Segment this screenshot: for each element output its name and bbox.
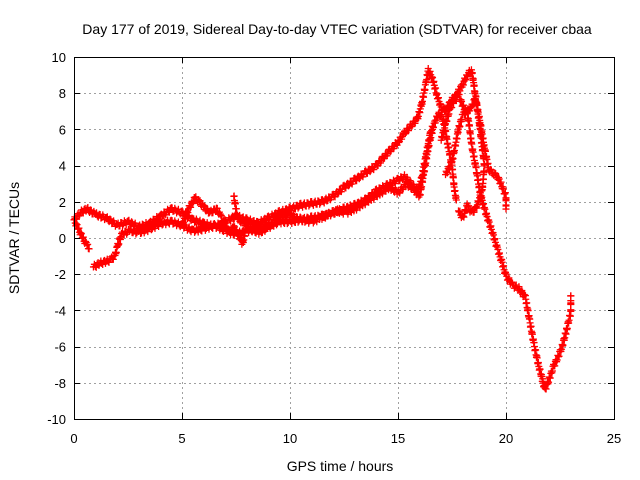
- y-tick-label: -6: [54, 340, 66, 355]
- x-tick-label: 20: [499, 431, 513, 446]
- data-point: [456, 87, 464, 95]
- data-point: [411, 185, 419, 193]
- data-point: [294, 204, 302, 212]
- x-tick-label: 10: [283, 431, 297, 446]
- data-point: [194, 196, 202, 204]
- x-tick-labels: 0 5 10 15 20 25: [70, 431, 621, 446]
- y-tick-label: -4: [54, 303, 66, 318]
- data-point: [262, 217, 270, 225]
- data-point: [109, 255, 117, 263]
- data-point: [242, 219, 250, 227]
- data-point: [79, 233, 87, 241]
- series-track-g: [230, 125, 437, 238]
- data-point: [165, 208, 173, 216]
- x-tick-label: 25: [607, 431, 621, 446]
- data-point: [189, 199, 197, 207]
- y-tick-label: 6: [59, 122, 66, 137]
- data-point: [492, 170, 500, 178]
- data-point: [505, 274, 513, 282]
- data-point: [158, 213, 166, 221]
- data-point: [187, 203, 195, 211]
- x-tick-label: 15: [391, 431, 405, 446]
- data-point: [75, 212, 83, 220]
- series-track-d: [437, 90, 575, 393]
- axis-ticks: [74, 57, 615, 420]
- data-point: [316, 200, 324, 208]
- data-point: [408, 123, 416, 131]
- series-track-e: [442, 92, 488, 222]
- y-tick-label: -10: [47, 412, 66, 427]
- data-point: [396, 189, 404, 197]
- data-point: [85, 245, 93, 253]
- data-point: [144, 228, 152, 236]
- data-points: [70, 65, 575, 393]
- data-point: [455, 208, 463, 216]
- data-point: [345, 182, 352, 190]
- x-tick-label: 5: [178, 431, 185, 446]
- y-tick-labels: -10 -8 -6 -4 -2 0 2 4 6 8 10: [47, 50, 66, 427]
- data-point: [457, 211, 465, 219]
- y-tick-label: 2: [59, 195, 66, 210]
- data-point: [246, 223, 254, 231]
- data-point: [106, 215, 114, 223]
- data-point: [391, 180, 399, 188]
- y-axis-label: SDTVAR / TECUs: [6, 182, 22, 294]
- data-point: [466, 107, 474, 115]
- data-point: [429, 125, 437, 133]
- data-point: [518, 287, 526, 295]
- data-point: [203, 204, 211, 212]
- data-point: [424, 147, 432, 155]
- data-point: [128, 218, 136, 226]
- data-point: [230, 222, 238, 230]
- data-point: [461, 111, 469, 119]
- data-point: [210, 219, 218, 227]
- data-point: [502, 205, 510, 213]
- series-track-b: [70, 215, 93, 253]
- series-track-f: [178, 193, 249, 248]
- data-point: [438, 114, 446, 122]
- y-tick-label: -8: [54, 376, 66, 391]
- data-point: [155, 222, 163, 230]
- y-tick-label: -2: [54, 267, 66, 282]
- data-point: [334, 190, 342, 198]
- data-point: [464, 72, 472, 80]
- y-tick-label: 0: [59, 231, 66, 246]
- x-axis-label: GPS time / hours: [287, 458, 394, 474]
- data-point: [454, 207, 462, 215]
- data-point: [401, 130, 409, 138]
- data-point: [147, 226, 155, 234]
- data-point: [366, 168, 374, 176]
- data-point: [355, 175, 363, 183]
- data-point: [567, 292, 575, 300]
- x-tick-label: 0: [70, 431, 77, 446]
- data-point: [460, 101, 468, 109]
- data-point: [452, 196, 460, 204]
- data-point: [213, 204, 221, 212]
- y-tick-label: 8: [59, 86, 66, 101]
- chart-title: Day 177 of 2019, Sidereal Day-to-day VTE…: [82, 21, 592, 37]
- y-tick-label: 4: [59, 159, 66, 174]
- y-tick-label: 10: [52, 50, 66, 65]
- grid-lines: [74, 57, 614, 419]
- data-point: [437, 111, 445, 119]
- data-point: [241, 232, 249, 240]
- data-point: [84, 240, 92, 248]
- data-point: [491, 169, 499, 177]
